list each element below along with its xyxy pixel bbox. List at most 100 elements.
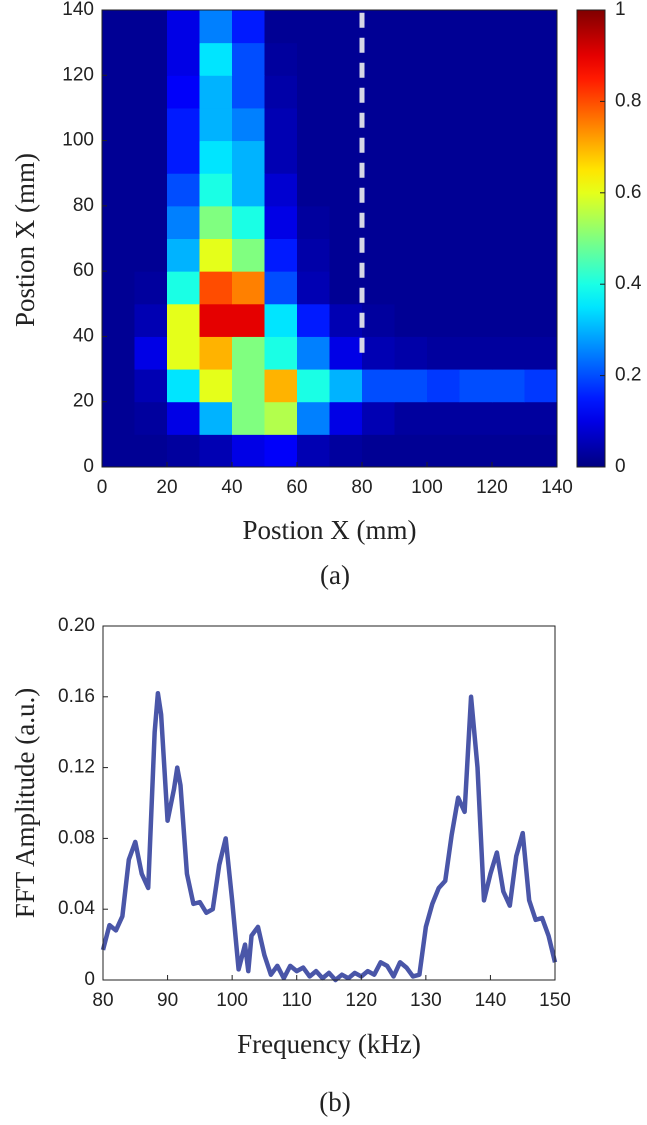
heat-cell — [427, 205, 460, 239]
heat-cell — [134, 271, 168, 305]
heat-cell — [524, 336, 558, 370]
heat-cell — [329, 140, 363, 174]
x-tick-label: 110 — [282, 990, 312, 1011]
heat-cell — [102, 271, 135, 305]
colorbar-tick-label: 0.2 — [615, 365, 641, 386]
heat-cell — [362, 173, 395, 207]
heat-cell — [524, 10, 558, 44]
heat-cell — [362, 369, 395, 403]
heat-cell — [264, 75, 298, 109]
heat-cell — [427, 107, 460, 142]
heat-cell — [199, 10, 233, 44]
heat-cell — [297, 401, 330, 435]
heat-cell — [492, 434, 525, 468]
x-tick-label: 90 — [157, 990, 178, 1011]
x-tick-label: 150 — [539, 990, 571, 1011]
heat-cell — [167, 238, 200, 272]
y-tick-label: 0 — [83, 456, 94, 477]
heat-cell — [394, 336, 428, 370]
heat-cell — [264, 401, 298, 435]
heat-cell — [394, 173, 428, 207]
heat-cell — [134, 434, 168, 468]
plot-frame — [101, 9, 558, 468]
heat-cell — [232, 107, 265, 142]
heat-cell — [524, 238, 558, 272]
heat-cell — [199, 173, 233, 207]
y-tick-label: 80 — [73, 195, 94, 216]
heat-cell — [264, 173, 298, 207]
heat-cell — [264, 434, 298, 468]
heat-cell — [394, 10, 428, 44]
heat-cell — [427, 75, 460, 109]
x-tick-label: 140 — [541, 477, 573, 498]
heat-cell — [167, 303, 200, 337]
heat-cell — [362, 271, 395, 305]
heat-cell — [134, 140, 168, 174]
heat-cell — [134, 303, 168, 337]
heat-cell — [134, 42, 168, 76]
heat-cell — [199, 369, 233, 403]
heat-cell — [524, 140, 558, 174]
heat-cell — [394, 369, 428, 403]
heat-cell — [264, 303, 298, 337]
heat-cell — [232, 271, 265, 305]
x-axis-label: Postion X (mm) — [242, 515, 416, 545]
x-tick-label: 130 — [410, 990, 442, 1011]
colorbar-tick-label: 0.4 — [615, 273, 642, 294]
x-tick-label: 140 — [475, 990, 507, 1011]
heat-cell — [459, 238, 493, 272]
heat-cell — [297, 303, 330, 337]
heat-cell — [459, 369, 493, 403]
heat-cell — [232, 140, 265, 174]
heat-cell — [329, 238, 363, 272]
heat-cell — [134, 173, 168, 207]
heat-cell — [167, 271, 200, 305]
heat-cell — [264, 140, 298, 174]
heat-cell — [167, 10, 200, 44]
y-tick-label: 100 — [62, 130, 94, 151]
heat-cell — [492, 173, 525, 207]
y-tick-label: 40 — [73, 325, 94, 346]
heat-cell — [199, 205, 233, 239]
heat-cell — [329, 303, 363, 337]
heat-cell — [297, 238, 330, 272]
heat-cell — [362, 10, 395, 44]
colorbar-tick-label: 0.6 — [615, 182, 641, 203]
heat-cell — [297, 434, 330, 468]
heat-cell — [102, 303, 135, 337]
heat-cell — [459, 434, 493, 468]
y-tick-label: 0.08 — [58, 827, 95, 848]
heat-cell — [167, 140, 200, 174]
heat-cell — [394, 434, 428, 468]
y-tick-label: 20 — [73, 391, 94, 412]
heat-cell — [524, 42, 558, 76]
x-tick-label: 60 — [286, 477, 307, 498]
heat-cell — [329, 369, 363, 403]
heat-cell — [459, 303, 493, 337]
heat-cell — [232, 303, 265, 337]
heat-cell — [199, 107, 233, 142]
heat-cell — [232, 238, 265, 272]
heat-cell — [134, 75, 168, 109]
heat-cell — [459, 173, 493, 207]
heat-cell — [459, 336, 493, 370]
heat-cell — [264, 238, 298, 272]
heat-cell — [492, 369, 525, 403]
heat-cell — [524, 107, 558, 142]
heat-cell — [524, 434, 558, 468]
heat-cell — [459, 401, 493, 435]
heat-cell — [232, 369, 265, 403]
heat-cell — [362, 107, 395, 142]
heat-cell — [134, 107, 168, 142]
heat-cell — [459, 107, 493, 142]
heat-cell — [524, 75, 558, 109]
heat-cell — [394, 303, 428, 337]
heat-cell — [199, 140, 233, 174]
heat-cell — [362, 238, 395, 272]
heat-cell — [362, 75, 395, 109]
y-tick-label: 0 — [84, 969, 95, 990]
heat-cell — [264, 42, 298, 76]
heat-cell — [134, 336, 168, 370]
heat-cell — [394, 271, 428, 305]
heat-cell — [362, 336, 395, 370]
